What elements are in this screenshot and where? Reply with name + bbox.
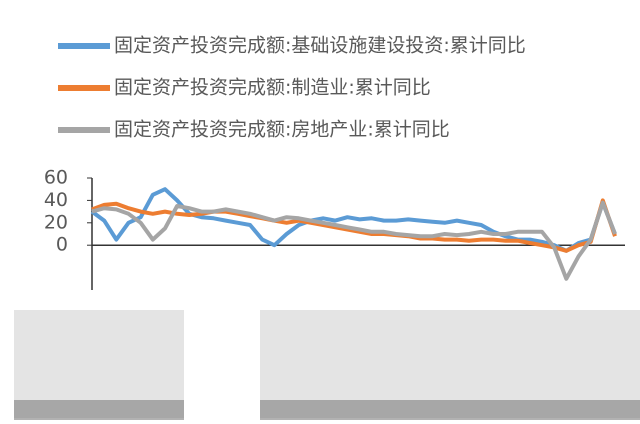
glitch: [14, 400, 184, 420]
glitch-blocks: [14, 310, 640, 420]
glitch: [260, 400, 640, 420]
y-tick-label: 40: [44, 189, 68, 211]
legend-label: 固定资产投资完成额:基础设施建设投资:累计同比: [114, 35, 526, 57]
series-line: [91, 200, 617, 281]
legend-label: 固定资产投资完成额:制造业:累计同比: [114, 77, 431, 99]
series-line: [90, 187, 617, 253]
y-tick-label: 20: [44, 211, 68, 233]
legend-label: 固定资产投资完成额:房地产业:累计同比: [114, 119, 450, 141]
series-line: [91, 198, 617, 253]
y-tick-label: 0: [56, 234, 68, 256]
y-tick-label: 60: [44, 167, 68, 189]
